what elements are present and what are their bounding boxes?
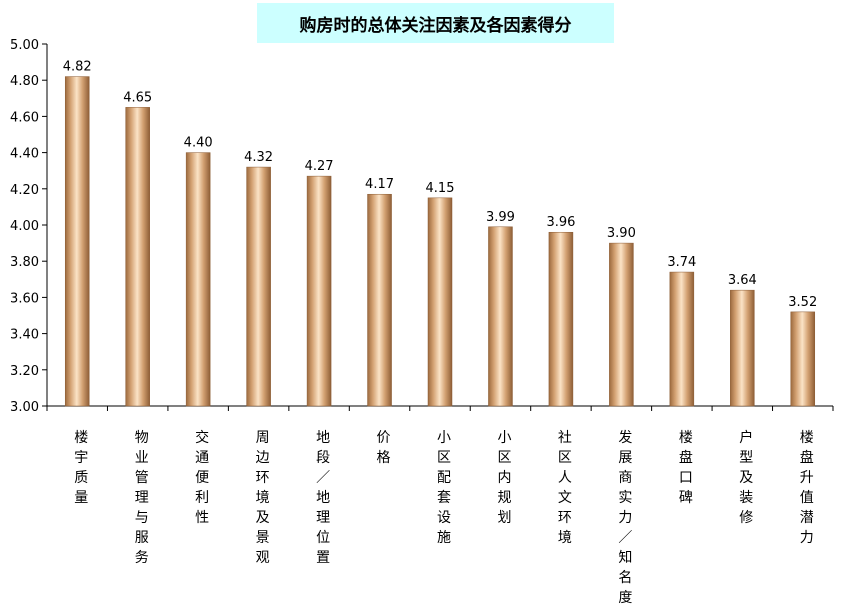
y-tick-label: 4.60 bbox=[10, 110, 39, 125]
data-label: 3.52 bbox=[788, 295, 817, 310]
data-label: 4.65 bbox=[123, 90, 152, 105]
x-tick-label: 发展商实力／知名度 bbox=[618, 430, 633, 606]
data-label: 3.96 bbox=[546, 215, 575, 230]
chart-title: 购房时的总体关注因素及各因素得分 bbox=[257, 3, 614, 43]
x-tick-label: 物业管理与服务 bbox=[134, 430, 149, 566]
y-tick-label: 5.00 bbox=[10, 38, 39, 53]
x-tick-label: 小区配套设施 bbox=[437, 430, 451, 546]
x-tick-label: 楼宇质量 bbox=[74, 430, 89, 506]
bar bbox=[306, 175, 332, 407]
bar bbox=[609, 242, 634, 407]
y-tick-label: 3.40 bbox=[10, 328, 39, 343]
y-tick-label: 3.00 bbox=[10, 400, 39, 415]
bar-chart: 3.00 3.20 3.40 3.60 3.80 4.00 4.20 4.40 4.60 4.80… bbox=[10, 38, 834, 415]
bar bbox=[246, 166, 271, 407]
bar bbox=[367, 193, 392, 407]
data-label: 3.99 bbox=[486, 210, 515, 225]
y-tick-label: 4.20 bbox=[10, 183, 39, 198]
bar bbox=[730, 289, 755, 407]
bar bbox=[548, 231, 574, 407]
x-tick-label: 社区人文环境 bbox=[557, 430, 572, 546]
y-tick-label: 3.20 bbox=[10, 364, 39, 379]
data-label: 3.64 bbox=[728, 273, 757, 288]
x-tick-label: 小区内规划 bbox=[497, 430, 512, 526]
data-label: 4.17 bbox=[365, 177, 394, 192]
x-tick-label: 楼盘升值潜力 bbox=[799, 430, 814, 546]
y-tick-label: 4.80 bbox=[10, 74, 39, 89]
x-tick-label: 户型及装修 bbox=[739, 430, 754, 526]
bar bbox=[790, 311, 816, 407]
bar bbox=[185, 152, 211, 407]
data-label: 4.82 bbox=[63, 60, 92, 75]
data-label: 3.90 bbox=[607, 226, 636, 241]
bar bbox=[488, 226, 513, 407]
data-label: 4.27 bbox=[305, 159, 334, 174]
x-tick-label: 地段／地理位置 bbox=[316, 430, 331, 566]
x-tick-label: 交通便利性 bbox=[195, 430, 210, 526]
bar bbox=[427, 197, 453, 407]
y-tick-label: 3.80 bbox=[10, 255, 39, 270]
data-label: 4.32 bbox=[244, 150, 273, 165]
bar bbox=[64, 76, 90, 407]
bar bbox=[125, 107, 150, 407]
bar bbox=[669, 271, 695, 407]
x-tick-label: 价格 bbox=[376, 430, 391, 466]
x-tick-label: 周边环境及景观 bbox=[255, 430, 270, 566]
data-label: 4.15 bbox=[426, 181, 455, 196]
data-label: 3.74 bbox=[667, 255, 696, 270]
y-tick-label: 4.40 bbox=[10, 147, 39, 162]
data-label: 4.40 bbox=[184, 136, 213, 151]
y-tick-label: 4.00 bbox=[10, 219, 39, 234]
x-tick-label: 楼盘口碑 bbox=[678, 430, 693, 506]
y-tick-label: 3.60 bbox=[10, 291, 39, 306]
